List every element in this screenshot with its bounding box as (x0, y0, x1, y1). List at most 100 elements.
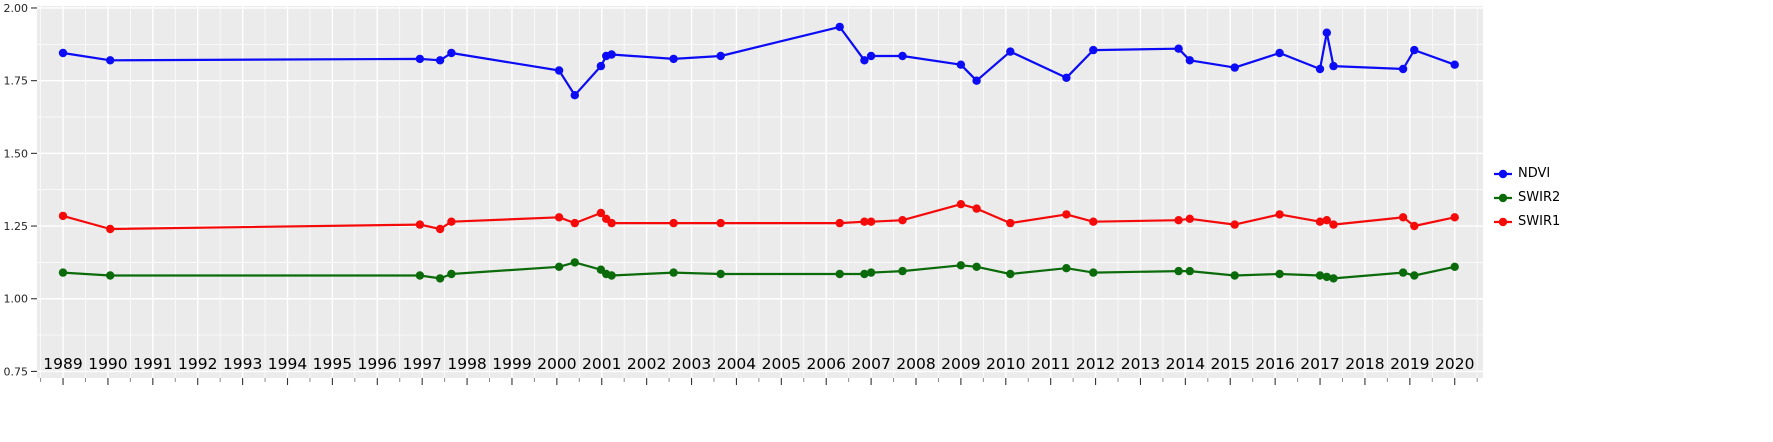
swir1-point (669, 218, 678, 228)
ndvi-point (1230, 63, 1239, 72)
swir2-point (669, 268, 678, 277)
x-tick-label: 2010 (986, 355, 1025, 373)
swir1-point (1322, 216, 1332, 225)
ndvi-point (972, 76, 981, 85)
ndvi-point (1315, 64, 1325, 74)
ndvi-point (1006, 47, 1015, 56)
ndvi-point (1185, 56, 1195, 65)
swir1-point (1450, 213, 1459, 222)
x-tick-label: 1990 (88, 355, 127, 373)
y-tick-label: 2.00 (4, 2, 29, 15)
swir1-point (1410, 221, 1419, 231)
ndvi-point (866, 51, 876, 61)
swir1-point (106, 224, 115, 234)
ndvi-point (596, 61, 606, 71)
swir1-point (1089, 217, 1098, 226)
ndvi-point (1398, 64, 1408, 74)
x-tick-label: 2002 (627, 355, 666, 373)
swir2-point (415, 271, 425, 280)
swir1-point (447, 217, 456, 226)
swir2-point (956, 261, 966, 270)
ndvi-point (1089, 45, 1098, 55)
swir2-point (1089, 268, 1098, 277)
legend-label: SWIR1 (1518, 214, 1561, 229)
x-tick-label: 1998 (447, 355, 486, 373)
x-tick-label: 2003 (672, 355, 711, 373)
swir1-point (1006, 218, 1015, 228)
swir2-point (607, 271, 616, 280)
swir2-point (1322, 272, 1332, 282)
ndvi-point (1062, 73, 1071, 83)
x-tick-label: 2004 (717, 355, 756, 373)
swir2-point (447, 269, 456, 279)
x-tick-label: 2011 (1031, 355, 1070, 373)
x-tick-label: 2005 (762, 355, 801, 373)
ndvi-point (835, 22, 844, 32)
swir2-point (1174, 266, 1183, 276)
swir1-point (1174, 216, 1183, 225)
x-tick-label: 2018 (1345, 355, 1384, 373)
swir1-point (956, 200, 966, 209)
ndvi-point (956, 60, 966, 69)
swir2-point (1398, 268, 1408, 277)
legend-item-swir2: SWIR2 (1492, 190, 1560, 206)
ndvi-point (860, 56, 869, 65)
legend-item-ndvi: NDVI (1492, 166, 1560, 182)
swir2-point (554, 262, 564, 271)
swir1-point (1329, 220, 1338, 229)
legend: NDVI SWIR2 SWIR1 (1492, 166, 1560, 230)
swir2-point (58, 268, 68, 277)
swir1-point (898, 216, 907, 225)
x-tick-label: 2017 (1300, 355, 1339, 373)
x-tick-label: 1993 (223, 355, 262, 373)
x-tick-label: 2001 (582, 355, 621, 373)
y-tick-label: 1.00 (4, 293, 29, 306)
swir2-point (1450, 262, 1459, 271)
x-tick-label: 1996 (358, 355, 397, 373)
x-tick-label: 2000 (537, 355, 576, 373)
swir2-point (1062, 264, 1071, 273)
ndvi-point (106, 56, 115, 65)
swir1-point (972, 204, 981, 213)
ndvi-point (415, 54, 425, 64)
swir2-point (972, 262, 981, 271)
ndvi-point (1410, 45, 1419, 55)
swir2-point (1410, 271, 1419, 280)
y-tick-label: 1.50 (4, 147, 29, 160)
swir1-point (1275, 210, 1284, 219)
swir2-point (860, 269, 869, 279)
swir1-point (435, 224, 445, 234)
swir1-point (1230, 220, 1239, 229)
legend-key-swir2-icon (1494, 193, 1512, 203)
legend-item-swir1: SWIR1 (1492, 214, 1560, 230)
x-tick-label: 2008 (896, 355, 935, 373)
swir1-point (570, 218, 579, 228)
x-tick-label: 1997 (402, 355, 441, 373)
ndvi-point (1329, 61, 1338, 71)
swir1-point (1398, 213, 1408, 222)
swir1-point (596, 208, 606, 218)
legend-key-ndvi-icon (1494, 169, 1512, 179)
ndvi-point (669, 54, 678, 64)
ndvi-point (607, 50, 616, 59)
x-tick-label: 1994 (268, 355, 307, 373)
swir1-point (860, 217, 869, 226)
swir2-point (716, 269, 725, 279)
x-tick-label: 2009 (941, 355, 980, 373)
x-tick-label: 2020 (1435, 355, 1474, 373)
ndvi-point (898, 51, 907, 61)
x-tick-label: 2016 (1255, 355, 1294, 373)
x-tick-label: 2019 (1390, 355, 1429, 373)
ndvi-point (1275, 48, 1284, 58)
x-tick-label: 1995 (313, 355, 352, 373)
ndvi-point (435, 56, 445, 65)
legend-label: SWIR2 (1518, 190, 1561, 205)
swir2-point (1329, 274, 1338, 283)
swir1-point (1062, 210, 1071, 219)
ndvi-point (554, 66, 564, 75)
swir1-point (554, 213, 564, 222)
swir1-point (716, 218, 725, 228)
ndvi-point (1174, 44, 1183, 53)
ndvi-point (58, 48, 68, 58)
